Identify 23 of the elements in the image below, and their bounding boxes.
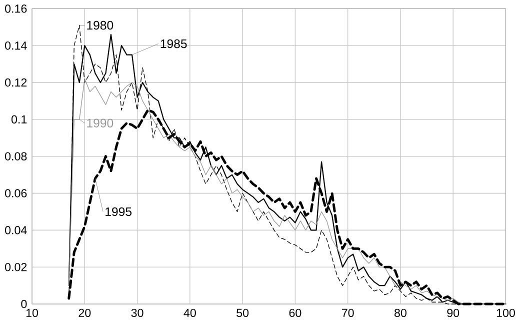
series-label: 1990 bbox=[87, 118, 114, 128]
series-label: 1980 bbox=[87, 21, 114, 30]
y-tick-label: 0.06 bbox=[5, 189, 27, 198]
x-tick-label: 10 bbox=[26, 309, 38, 318]
text: 1985 bbox=[160, 40, 187, 48]
x-tick-label: 90 bbox=[447, 309, 460, 318]
series-label: 1995 bbox=[106, 208, 132, 216]
y-tick-label: 0.04 bbox=[5, 226, 27, 234]
x-tick-label: 50 bbox=[236, 309, 249, 318]
x-tick-label: 60 bbox=[289, 309, 302, 318]
y-tick-label: 0.02 bbox=[5, 263, 27, 272]
y-tick-label: 0.12 bbox=[5, 78, 27, 87]
y-tick-label: 0.08 bbox=[5, 152, 27, 161]
x-tick-label: 100 bbox=[496, 309, 515, 318]
x-tick-label: 30 bbox=[131, 309, 144, 318]
y-tick-label: 0.14 bbox=[5, 42, 27, 50]
y-tick-label: 0.1 bbox=[11, 116, 27, 124]
x-tick-label: 70 bbox=[342, 309, 354, 318]
x-tick-label: 20 bbox=[78, 309, 91, 318]
y-tick-label: 0.16 bbox=[5, 4, 27, 13]
x-tick-label: 40 bbox=[184, 309, 196, 318]
x-tick-label: 80 bbox=[394, 309, 406, 318]
y-tick-label: 0 bbox=[21, 300, 27, 308]
